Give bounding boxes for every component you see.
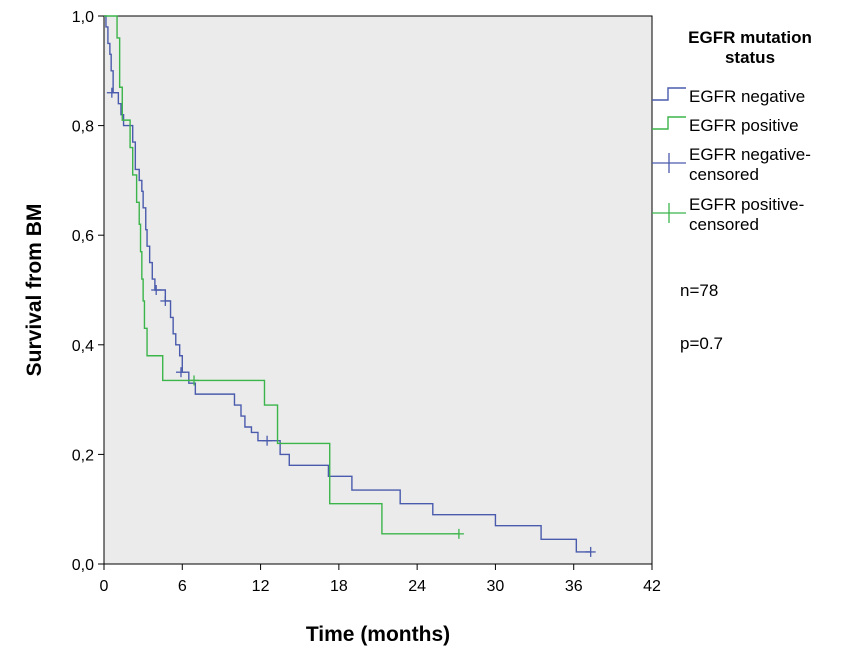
legend-title: status <box>725 48 775 67</box>
y-tick-label: 0,4 <box>72 338 94 355</box>
legend-entry: EGFR negative <box>652 87 805 106</box>
legend-title: EGFR mutation <box>688 28 812 47</box>
x-tick-label: 30 <box>487 578 505 595</box>
annotations: n=78 p=0.7 <box>680 281 723 353</box>
y-tick-label: 0,2 <box>72 447 94 464</box>
y-tick-label: 1,0 <box>72 9 94 26</box>
censor-mark <box>175 367 186 378</box>
legend-swatch <box>652 87 686 101</box>
legend-label: censored <box>689 215 759 234</box>
y-axis: 0,0 0,2 0,4 0,6 0,8 1,0 <box>72 9 104 574</box>
x-tick-label: 18 <box>330 578 348 595</box>
series-layer <box>104 15 596 557</box>
legend-swatch <box>652 116 686 130</box>
legend-entry: EGFR positive-censored <box>652 195 804 234</box>
x-tick-label: 24 <box>408 578 426 595</box>
legend-label: EGFR positive- <box>689 195 804 214</box>
y-tick-label: 0,8 <box>72 119 94 136</box>
censor-mark <box>160 295 171 306</box>
x-axis-label: Time (months) <box>306 623 450 646</box>
censor-mark <box>151 285 162 295</box>
legend-label: EGFR negative <box>689 87 805 106</box>
censor-mark <box>262 435 273 446</box>
legend-entry: EGFR negative-censored <box>652 145 811 184</box>
series-line-0 <box>104 15 591 553</box>
y-axis-label: Survival from BM <box>23 204 46 377</box>
censor-mark <box>106 87 117 98</box>
legend-label: EGFR negative- <box>689 145 811 164</box>
annotation-text: n=78 <box>680 281 718 300</box>
legend-entry: EGFR positive <box>652 116 799 135</box>
plot-area <box>103 15 653 565</box>
censor-mark <box>585 546 596 557</box>
x-tick-label: 0 <box>100 578 109 595</box>
x-tick-label: 36 <box>565 578 583 595</box>
censor-mark <box>189 375 200 386</box>
x-tick-label: 6 <box>178 578 187 595</box>
x-tick-label: 42 <box>643 578 661 595</box>
legend-label: EGFR positive <box>689 116 799 135</box>
y-tick-label: 0,0 <box>72 557 94 574</box>
series-line-1 <box>104 15 459 535</box>
legend-label: censored <box>689 165 759 184</box>
x-axis: 0 6 12 18 24 30 36 42 <box>100 564 661 595</box>
censor-mark <box>453 528 464 539</box>
x-tick-label: 12 <box>252 578 270 595</box>
annotation-text: p=0.7 <box>680 334 723 353</box>
y-tick-label: 0,6 <box>72 228 94 245</box>
